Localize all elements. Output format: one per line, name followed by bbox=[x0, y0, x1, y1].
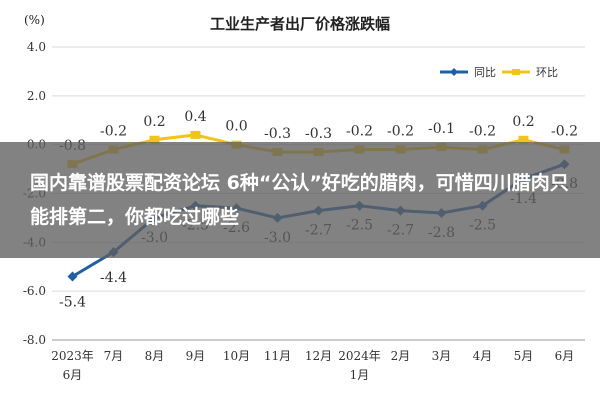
x-tick-label: 8月 bbox=[145, 349, 165, 363]
x-tick-label: 10月 bbox=[223, 349, 250, 363]
data-label: 0.0 bbox=[225, 119, 247, 135]
y-tick-label: 2.0 bbox=[27, 89, 46, 103]
x-tick-label: 11月 bbox=[264, 349, 291, 363]
chart-title: 工业生产者出厂价格涨跌幅 bbox=[210, 15, 390, 33]
data-label: -4.4 bbox=[100, 270, 127, 286]
data-label: -0.2 bbox=[387, 124, 414, 140]
overlay-headline[interactable]: 国内靠谱股票配资论坛 6种“公认”好吃的腊肉，可惜四川腊肉只能排第二，你都吃过哪… bbox=[30, 172, 569, 228]
y-tick-label: 4.0 bbox=[27, 40, 46, 54]
x-tick-label: 12月 bbox=[305, 349, 332, 363]
data-label: -0.2 bbox=[551, 124, 578, 140]
x-tick-label: 2023年 6月 bbox=[51, 349, 94, 382]
overlay-banner bbox=[0, 142, 600, 258]
legend-label: 环比 bbox=[536, 66, 558, 79]
data-point bbox=[190, 130, 201, 139]
data-label: 0.2 bbox=[512, 114, 534, 130]
data-point bbox=[518, 135, 529, 144]
data-point bbox=[67, 271, 78, 282]
y-axis-unit: (%) bbox=[24, 13, 45, 27]
x-tick-label: 7月 bbox=[104, 349, 124, 363]
data-label: -0.3 bbox=[305, 126, 332, 142]
data-label: 0.2 bbox=[143, 114, 165, 130]
y-tick-label: -8.0 bbox=[23, 333, 46, 347]
data-label: -5.4 bbox=[59, 295, 86, 311]
legend-marker bbox=[512, 69, 520, 75]
legend-label: 同比 bbox=[474, 66, 496, 79]
data-label: -0.2 bbox=[346, 124, 373, 140]
data-label: -0.2 bbox=[100, 124, 127, 140]
x-tick-label: 3月 bbox=[432, 349, 452, 363]
x-tick-label: 2月 bbox=[391, 349, 411, 363]
y-tick-label: -6.0 bbox=[23, 284, 46, 298]
legend-marker bbox=[450, 68, 458, 76]
data-label: -0.2 bbox=[469, 124, 496, 140]
data-label: -0.1 bbox=[428, 121, 455, 137]
data-point bbox=[149, 135, 160, 144]
data-label: -0.3 bbox=[264, 126, 291, 142]
x-tick-label: 4月 bbox=[473, 349, 493, 363]
x-tick-label: 9月 bbox=[186, 349, 206, 363]
x-tick-label: 5月 bbox=[514, 349, 534, 363]
x-tick-label: 2024年 1月 bbox=[338, 349, 381, 382]
x-tick-label: 6月 bbox=[555, 349, 575, 363]
data-label: 0.4 bbox=[184, 109, 206, 125]
